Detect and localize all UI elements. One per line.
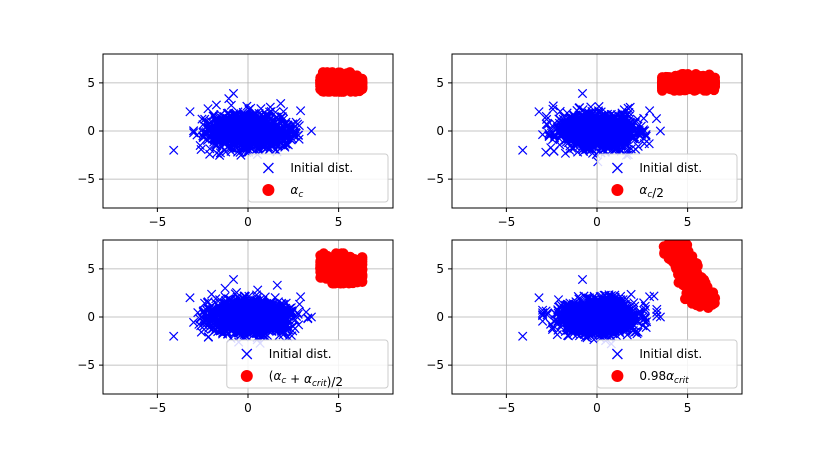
x-tick-label: −5 <box>149 215 167 229</box>
legend-box <box>226 339 389 389</box>
y-tick-label: −5 <box>77 358 95 372</box>
legend: Initial dist. 0.98αcrit <box>596 339 738 389</box>
y-tick-label: 5 <box>436 262 444 276</box>
legend: Initial dist. (αc + αcrit)/2 <box>226 339 389 389</box>
legend-label: αc/2 <box>639 183 664 200</box>
legend-box <box>596 339 738 389</box>
circle-marker-point <box>330 83 341 94</box>
y-tick-label: −5 <box>77 172 95 186</box>
y-tick-label: 0 <box>87 124 95 138</box>
circle-marker-point <box>703 70 715 81</box>
x-tick-label: 0 <box>593 401 601 415</box>
legend-box <box>596 153 738 203</box>
legend-circle-marker <box>262 184 275 196</box>
x-tick-label: −5 <box>149 401 167 415</box>
series-initial-dist <box>518 88 666 167</box>
circle-marker-point <box>706 299 718 310</box>
y-tick-label: 5 <box>87 76 95 90</box>
x-marker-points <box>518 274 666 349</box>
circle-marker-point <box>332 257 343 269</box>
y-tick-label: 0 <box>436 124 444 138</box>
circle-marker-point <box>335 275 346 286</box>
x-marker-points <box>169 274 317 348</box>
legend-box <box>247 153 389 203</box>
y-tick-label: 5 <box>87 262 95 276</box>
series-initial-dist <box>518 274 666 349</box>
series-final-dist <box>657 69 720 96</box>
x-tick-label: −5 <box>498 401 516 415</box>
legend-label: 0.98αcrit <box>639 369 689 386</box>
circle-marker-point <box>672 253 684 264</box>
legend: Initial dist. αc <box>247 153 389 203</box>
y-tick-label: −5 <box>426 358 444 372</box>
circle-marker-point <box>692 260 703 272</box>
circle-marker-point <box>678 242 689 253</box>
series-marks <box>518 240 721 349</box>
x-tick-label: 0 <box>593 215 601 229</box>
x-tick-label: 5 <box>684 215 692 229</box>
circle-marker-point <box>657 78 668 89</box>
circle-marker-point <box>348 80 359 91</box>
subplot-1: −5 0 5 −5 0 5 Initial dist. αc <box>77 53 394 229</box>
series-marks <box>169 67 368 161</box>
legend-label: (αc + αcrit)/2 <box>269 369 343 389</box>
legend-label: Initial dist. <box>290 161 353 175</box>
legend-x-marker <box>611 162 623 174</box>
circle-marker-point <box>345 251 356 263</box>
legend-label: Initial dist. <box>269 347 332 361</box>
legend-label: Initial dist. <box>639 347 702 361</box>
y-tick-label: 5 <box>436 76 444 90</box>
series-final-dist <box>658 240 721 313</box>
series-marks <box>518 69 720 167</box>
circle-marker-point <box>315 81 326 92</box>
legend: Initial dist. αc/2 <box>596 153 738 203</box>
y-tick-label: 0 <box>87 310 95 324</box>
x-tick-label: 0 <box>244 215 252 229</box>
circle-marker-point <box>355 269 367 280</box>
x-tick-label: −5 <box>498 215 516 229</box>
x-tick-label: 5 <box>335 215 343 229</box>
x-tick-label: 0 <box>244 401 252 415</box>
series-initial-dist <box>169 274 317 348</box>
legend-circle-marker <box>611 370 624 382</box>
series-initial-dist <box>169 88 317 161</box>
subplot-2: −5 0 5 −5 0 5 Initial dist. αc/2 <box>426 53 743 229</box>
circle-marker-point <box>357 75 368 87</box>
circle-marker-point <box>686 75 697 86</box>
y-tick-label: 0 <box>436 310 444 324</box>
series-final-dist <box>315 67 368 97</box>
circle-marker-point <box>681 282 692 293</box>
legend-circle-marker <box>611 184 624 196</box>
legend-label: Initial dist. <box>639 161 702 175</box>
y-tick-label: −5 <box>426 172 444 186</box>
circle-marker-point <box>669 242 680 254</box>
x-marker-points <box>518 88 666 167</box>
legend-label: αc <box>290 183 303 200</box>
legend-x-marker <box>241 348 253 360</box>
x-tick-label: 5 <box>335 401 343 415</box>
legend-x-marker <box>262 162 274 174</box>
subplot-3: −5 0 5 −5 0 5 Initial dist. (αc + αcrit)/2 <box>77 239 394 415</box>
x-tick-label: 5 <box>684 401 692 415</box>
circle-marker-point <box>340 261 351 272</box>
circle-marker-point <box>709 79 720 90</box>
circle-marker-point <box>695 296 706 307</box>
subplot-4: −5 0 5 −5 0 5 Initial dist. 0.98αcrit <box>426 239 743 415</box>
circle-marker-point <box>344 67 356 78</box>
x-marker-points <box>169 88 317 161</box>
circle-marker-point <box>685 269 696 280</box>
series-marks <box>169 248 368 348</box>
legend-x-marker <box>611 348 623 360</box>
circle-marker-point <box>670 77 681 88</box>
legend-circle-marker <box>240 370 253 382</box>
series-final-dist <box>315 248 368 289</box>
